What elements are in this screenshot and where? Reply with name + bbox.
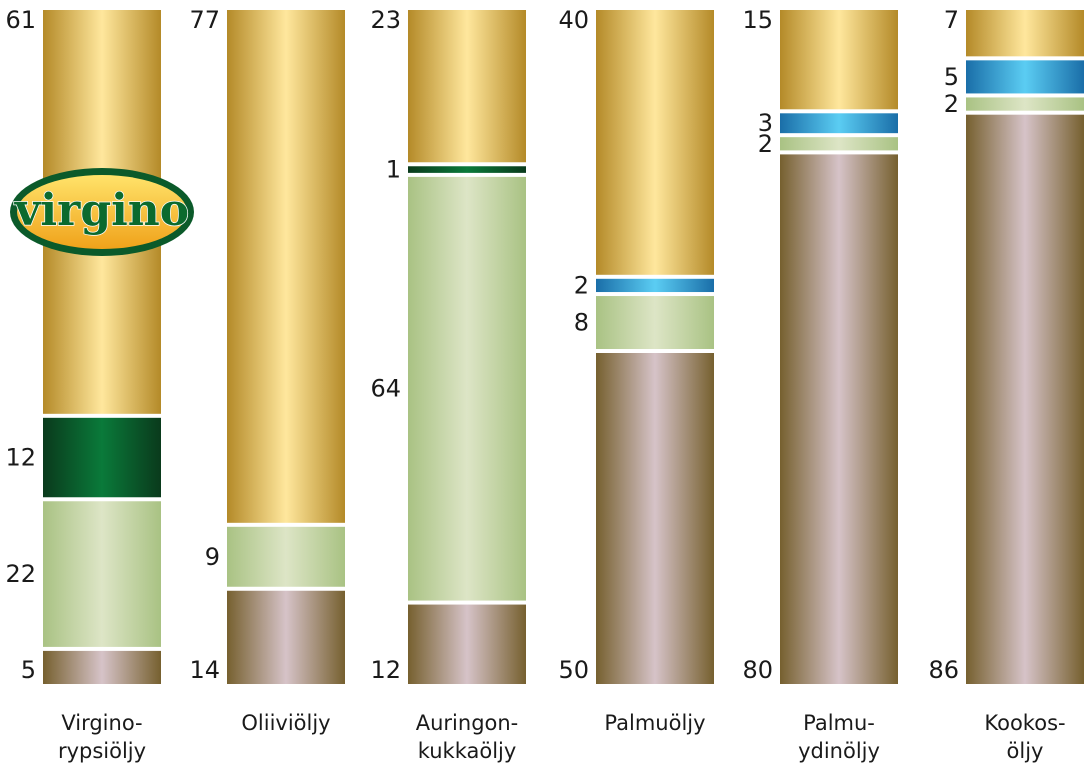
value-label-0-s4: 22 <box>5 560 36 588</box>
value-label-0-s5: 5 <box>21 656 36 684</box>
logo-inner-ellipse <box>17 175 187 249</box>
logo-text: virgino <box>14 185 189 236</box>
value-label-2-s2: 1 <box>386 156 401 184</box>
value-label-0-s2: 12 <box>5 444 36 472</box>
value-label-5-s5: 86 <box>928 656 959 684</box>
bar-segment-0-s4 <box>43 501 161 647</box>
category-label-1: Oliiviöljy <box>241 711 330 735</box>
category-label-5: Kookos-öljy <box>984 711 1065 763</box>
value-label-1-s1: 77 <box>189 6 220 34</box>
bar-segment-5-s4 <box>966 97 1084 111</box>
value-label-4-s4: 2 <box>758 130 773 158</box>
value-label-1-s4: 9 <box>205 543 220 571</box>
value-label-4-s5: 80 <box>742 656 773 684</box>
bar-segment-0-s5 <box>43 650 161 684</box>
category-label-0: Virgino-rypsiöljy <box>58 711 146 763</box>
category-label-4: Palmu-ydinöljy <box>798 711 880 763</box>
value-label-2-s1: 23 <box>370 6 401 34</box>
bar-segment-4-s5 <box>780 154 898 684</box>
value-label-4-s3: 3 <box>758 109 773 137</box>
value-label-5-s1: 7 <box>944 6 959 34</box>
bar-segment-5-s1 <box>966 10 1084 57</box>
bar-segment-1-s4 <box>227 526 345 587</box>
bar-segment-4-s3 <box>780 113 898 134</box>
bar-segment-2-s5 <box>408 604 526 684</box>
value-label-5-s4: 2 <box>944 90 959 118</box>
bar-segment-5-s3 <box>966 60 1084 94</box>
value-label-0-s1: 61 <box>5 6 36 34</box>
bar-segment-2-s4 <box>408 176 526 601</box>
bars-layer <box>43 10 1084 685</box>
category-label-2: Auringon-kukkaöljy <box>416 711 519 763</box>
bar-segment-2-s2 <box>408 166 526 173</box>
value-label-4-s1: 15 <box>742 6 773 34</box>
bar-segment-3-s5 <box>596 353 714 684</box>
bar-segment-1-s1 <box>227 10 345 523</box>
value-label-3-s5: 50 <box>558 656 589 684</box>
virgino-logo: virgino <box>10 168 194 256</box>
value-label-3-s1: 40 <box>558 6 589 34</box>
value-label-1-s5: 14 <box>189 656 220 684</box>
bar-segment-4-s1 <box>780 10 898 110</box>
value-label-5-s3: 5 <box>944 63 959 91</box>
bar-segment-2-s1 <box>408 10 526 163</box>
value-label-3-s3: 2 <box>574 271 589 299</box>
category-label-3: Palmuöljy <box>604 711 705 735</box>
bar-segment-3-s3 <box>596 278 714 293</box>
bar-segment-5-s5 <box>966 114 1084 685</box>
category-labels-layer: Virgino-rypsiöljy Oliiviöljy Auringon-kukk… <box>58 711 1066 763</box>
bar-segment-3-s1 <box>596 10 714 275</box>
bar-segment-0-s2 <box>43 417 161 498</box>
value-label-2-s4: 64 <box>370 375 401 403</box>
value-label-3-s4: 8 <box>574 309 589 337</box>
value-label-2-s5: 12 <box>370 656 401 684</box>
bar-segment-1-s5 <box>227 590 345 684</box>
bar-segment-3-s4 <box>596 296 714 349</box>
bar-segment-4-s4 <box>780 137 898 151</box>
